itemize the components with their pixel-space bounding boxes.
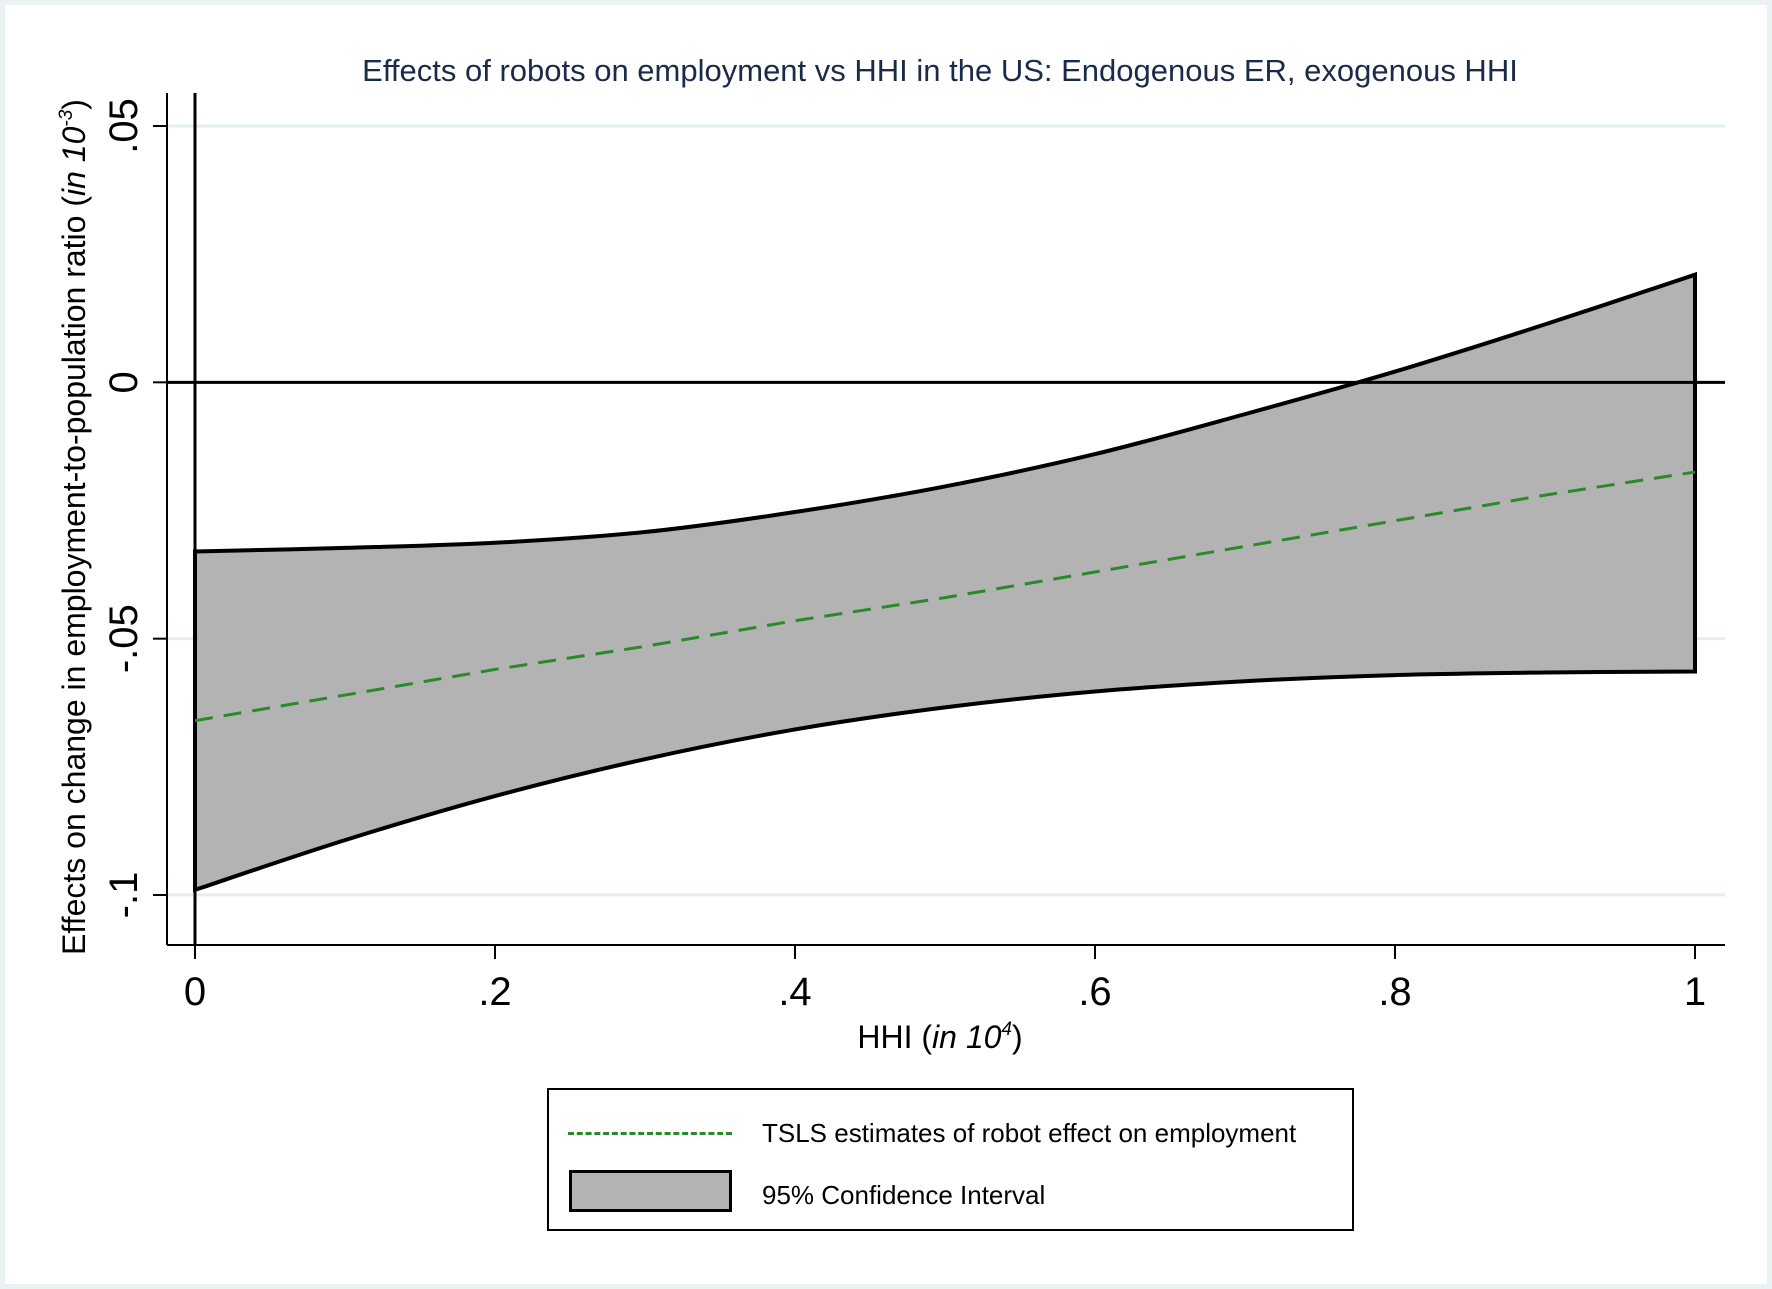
chart-figure: 0 .2 .4 .6 .8 1 -.1 -.05 0 .05 Effects of robots … [5,5,1767,1284]
y-tick-label: -.1 [102,872,146,919]
ci-band [193,271,1697,893]
legend-entry-estimate: TSLS estimates of robot effect on employ… [549,1108,1352,1158]
x-tick-label: 0 [184,970,206,1014]
y-tick-label: -.05 [102,604,146,673]
legend-ci-swatch [569,1170,732,1212]
legend-dashed-line-symbol [568,1132,732,1135]
legend-label-estimate: TSLS estimates of robot effect on employ… [762,1118,1297,1148]
tsls-estimate-line [194,470,1696,723]
y-tick-label: 0 [102,371,146,393]
axes [166,93,1725,946]
tick-labels: 0 .2 .4 .6 .8 1 -.1 -.05 0 .05 [102,98,1706,1014]
legend-label-ci: 95% Confidence Interval [762,1180,1046,1210]
x-tick-label: 1 [1684,970,1706,1014]
x-tick-label: .4 [778,970,811,1014]
ci-band-layer [193,271,1697,893]
legend-entry-ci: 95% Confidence Interval [549,1170,1352,1220]
reference-lines [167,93,1725,945]
x-axis-title: HHI (in 104) [857,1019,1022,1055]
y-tick-label: .05 [102,98,146,154]
chart-svg: 0 .2 .4 .6 .8 1 -.1 -.05 0 .05 Effects of robots … [56,53,1725,1055]
legend: TSLS estimates of robot effect on employ… [547,1088,1354,1231]
y-axis-title: Effects on change in employment-to-popul… [56,99,92,955]
x-tick-label: .6 [1078,970,1111,1014]
estimate-line-layer [194,470,1696,723]
x-tick-label: .8 [1378,970,1411,1014]
x-tick-label: .2 [478,970,511,1014]
chart-title: Effects of robots on employment vs HHI i… [362,53,1518,88]
